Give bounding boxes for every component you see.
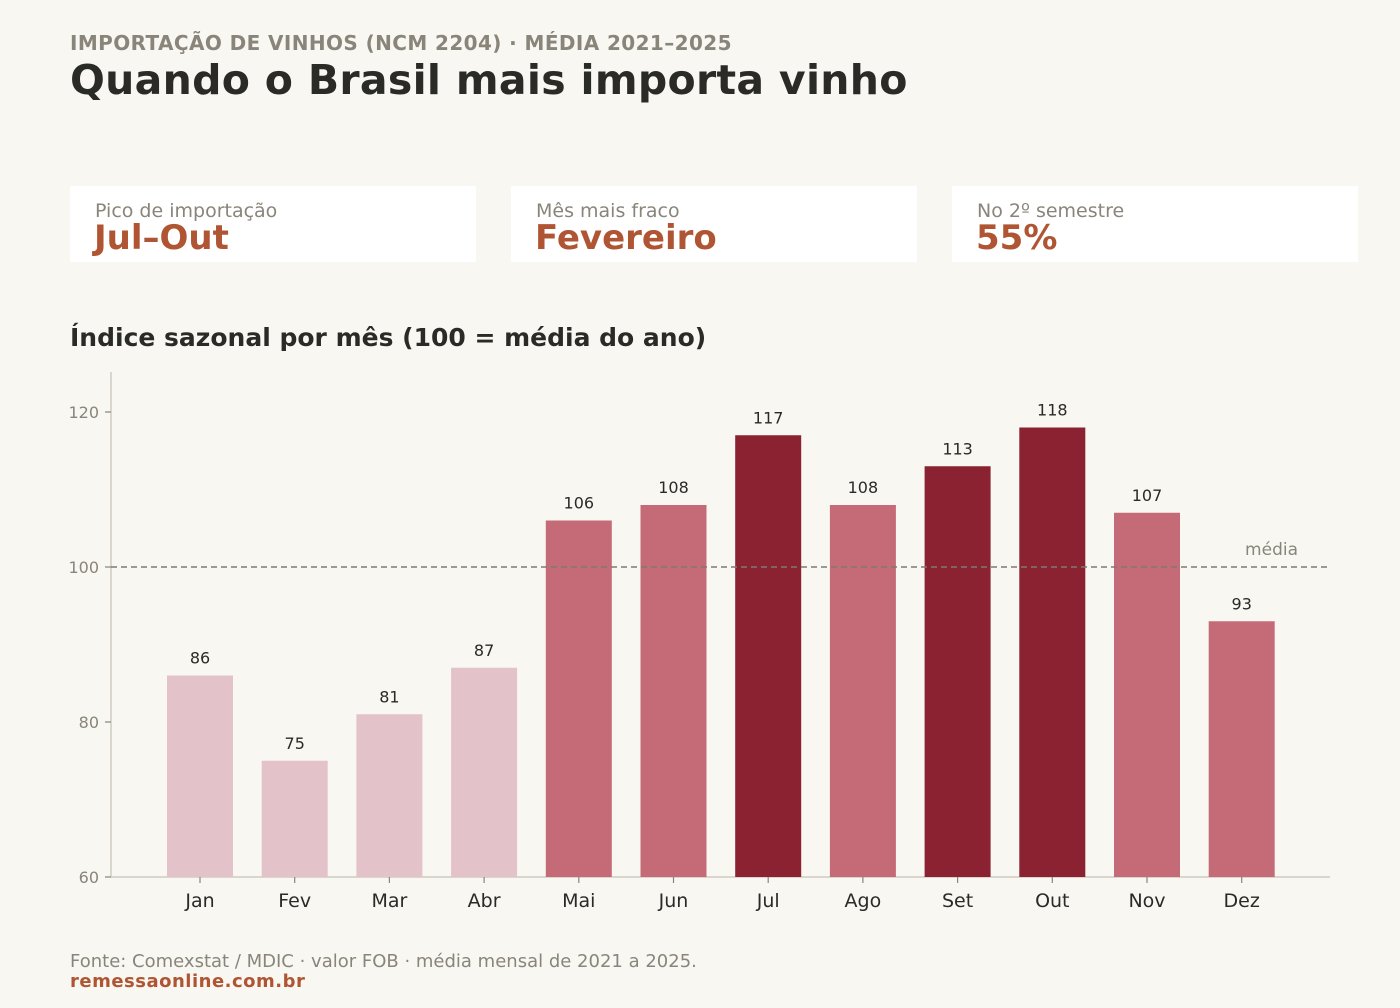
x-tick-label: Out — [1035, 890, 1069, 912]
data-label: 87 — [474, 641, 494, 660]
kpi-card-weakest: Mês mais fraco Fevereiro — [511, 186, 917, 262]
x-tick-label: Ago — [845, 890, 882, 912]
brand-link[interactable]: remessaonline.com.br — [70, 971, 306, 992]
x-tick-label: Jun — [658, 890, 689, 912]
x-tick-label: Set — [942, 890, 973, 912]
x-tick-label: Mar — [371, 890, 407, 912]
y-tick-label: 120 — [68, 403, 99, 422]
data-label: 93 — [1232, 594, 1252, 613]
bar-jan — [167, 675, 233, 877]
bar-jul — [735, 435, 802, 877]
x-tick-label: Jan — [184, 890, 214, 912]
data-label: 108 — [658, 478, 689, 497]
bar-out — [1019, 427, 1086, 877]
bar-abr — [451, 667, 518, 877]
bar-nov — [1114, 512, 1180, 877]
kpi-label: No 2º semestre — [977, 200, 1125, 222]
bar-jun — [640, 505, 707, 877]
data-label: 81 — [379, 687, 399, 706]
bar-set — [924, 466, 991, 877]
page-title: Quando o Brasil mais importa vinho — [70, 56, 908, 104]
data-label: 118 — [1037, 401, 1068, 420]
x-tick-label: Dez — [1224, 890, 1260, 912]
kpi-card-second-half: No 2º semestre 55% — [952, 186, 1358, 262]
bar-ago — [829, 505, 896, 877]
data-label: 113 — [942, 439, 973, 458]
y-tick-label: 100 — [68, 558, 99, 577]
x-tick-label: Mai — [562, 890, 595, 912]
data-label: 106 — [564, 494, 595, 513]
bar-fev — [261, 760, 328, 877]
data-label: 86 — [190, 649, 210, 668]
kpi-value: 55% — [976, 218, 1058, 258]
chart-title: Índice sazonal por mês (100 = média do a… — [70, 323, 707, 352]
chart-kicker: IMPORTAÇÃO DE VINHOS (NCM 2204) · MÉDIA … — [70, 31, 732, 55]
kpi-card-peak: Pico de importação Jul–Out — [70, 186, 476, 262]
kpi-label: Pico de importação — [95, 200, 278, 222]
bar-mar — [356, 714, 423, 877]
x-tick-label: Fev — [278, 890, 311, 912]
bar-dez — [1208, 621, 1275, 877]
data-label: 107 — [1132, 486, 1163, 505]
source-note: Fonte: Comexstat / MDIC · valor FOB · mé… — [70, 951, 697, 972]
kpi-label: Mês mais fraco — [536, 200, 680, 222]
kpi-value: Jul–Out — [94, 218, 229, 258]
data-label: 117 — [753, 408, 784, 427]
kpi-value: Fevereiro — [535, 218, 717, 258]
x-tick-label: Abr — [468, 890, 501, 912]
y-tick-label: 80 — [79, 713, 99, 732]
x-tick-label: Nov — [1128, 890, 1165, 912]
data-label: 75 — [285, 734, 305, 753]
average-line-label: média — [1245, 540, 1298, 560]
bar-mai — [545, 520, 612, 877]
x-tick-label: Jul — [756, 890, 780, 912]
y-tick-label: 60 — [79, 868, 99, 887]
data-label: 108 — [848, 478, 879, 497]
